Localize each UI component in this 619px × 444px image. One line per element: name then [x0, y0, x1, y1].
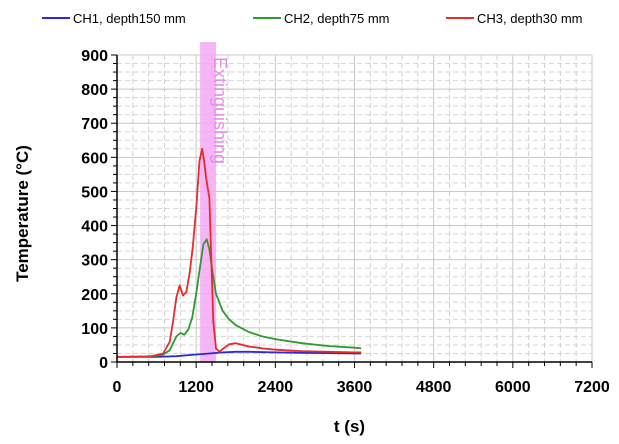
series-line-1 [117, 350, 362, 358]
x-tick-label: 0 [113, 379, 122, 396]
y-tick-label: 700 [81, 116, 108, 133]
legend-label-3: CH3, depth30 mm [477, 11, 583, 26]
extinguishing-label: Extinguishing [210, 57, 230, 164]
series-line-3 [117, 147, 362, 358]
series-layer [117, 147, 362, 358]
y-tick-label: 900 [81, 48, 108, 65]
y-tick-labels: 0 100 200 300 400 500 600 700 800 900 [81, 48, 108, 372]
y-tick-label: 300 [81, 253, 108, 270]
y-tick-label: 400 [81, 219, 108, 236]
series-line-2 [117, 238, 362, 358]
x-tick-labels: 0 1200 2400 3600 4800 6000 7200 [113, 379, 610, 396]
grid [116, 54, 593, 363]
axes [111, 54, 593, 368]
y-axis-title: Temperature (°C) [13, 145, 32, 282]
legend-label-1: CH1, depth150 mm [73, 11, 186, 26]
x-tick-label: 3600 [337, 379, 373, 396]
x-axis-title: t (s) [334, 417, 365, 436]
x-tick-label: 6000 [495, 379, 531, 396]
x-tick-label: 2400 [258, 379, 294, 396]
x-tick-label: 4800 [416, 379, 452, 396]
y-tick-label: 0 [99, 355, 108, 372]
y-tick-label: 600 [81, 150, 108, 167]
x-tick-label: 1200 [178, 379, 214, 396]
y-tick-label: 800 [81, 82, 108, 99]
x-tick-label: 7200 [574, 379, 610, 396]
y-tick-label: 100 [81, 321, 108, 338]
legend-label-2: CH2, depth75 mm [284, 11, 390, 26]
y-tick-label: 200 [81, 287, 108, 304]
y-tick-label: 500 [81, 184, 108, 201]
legend: CH1, depth150 mm CH2, depth75 mm CH3, dept… [42, 11, 583, 26]
